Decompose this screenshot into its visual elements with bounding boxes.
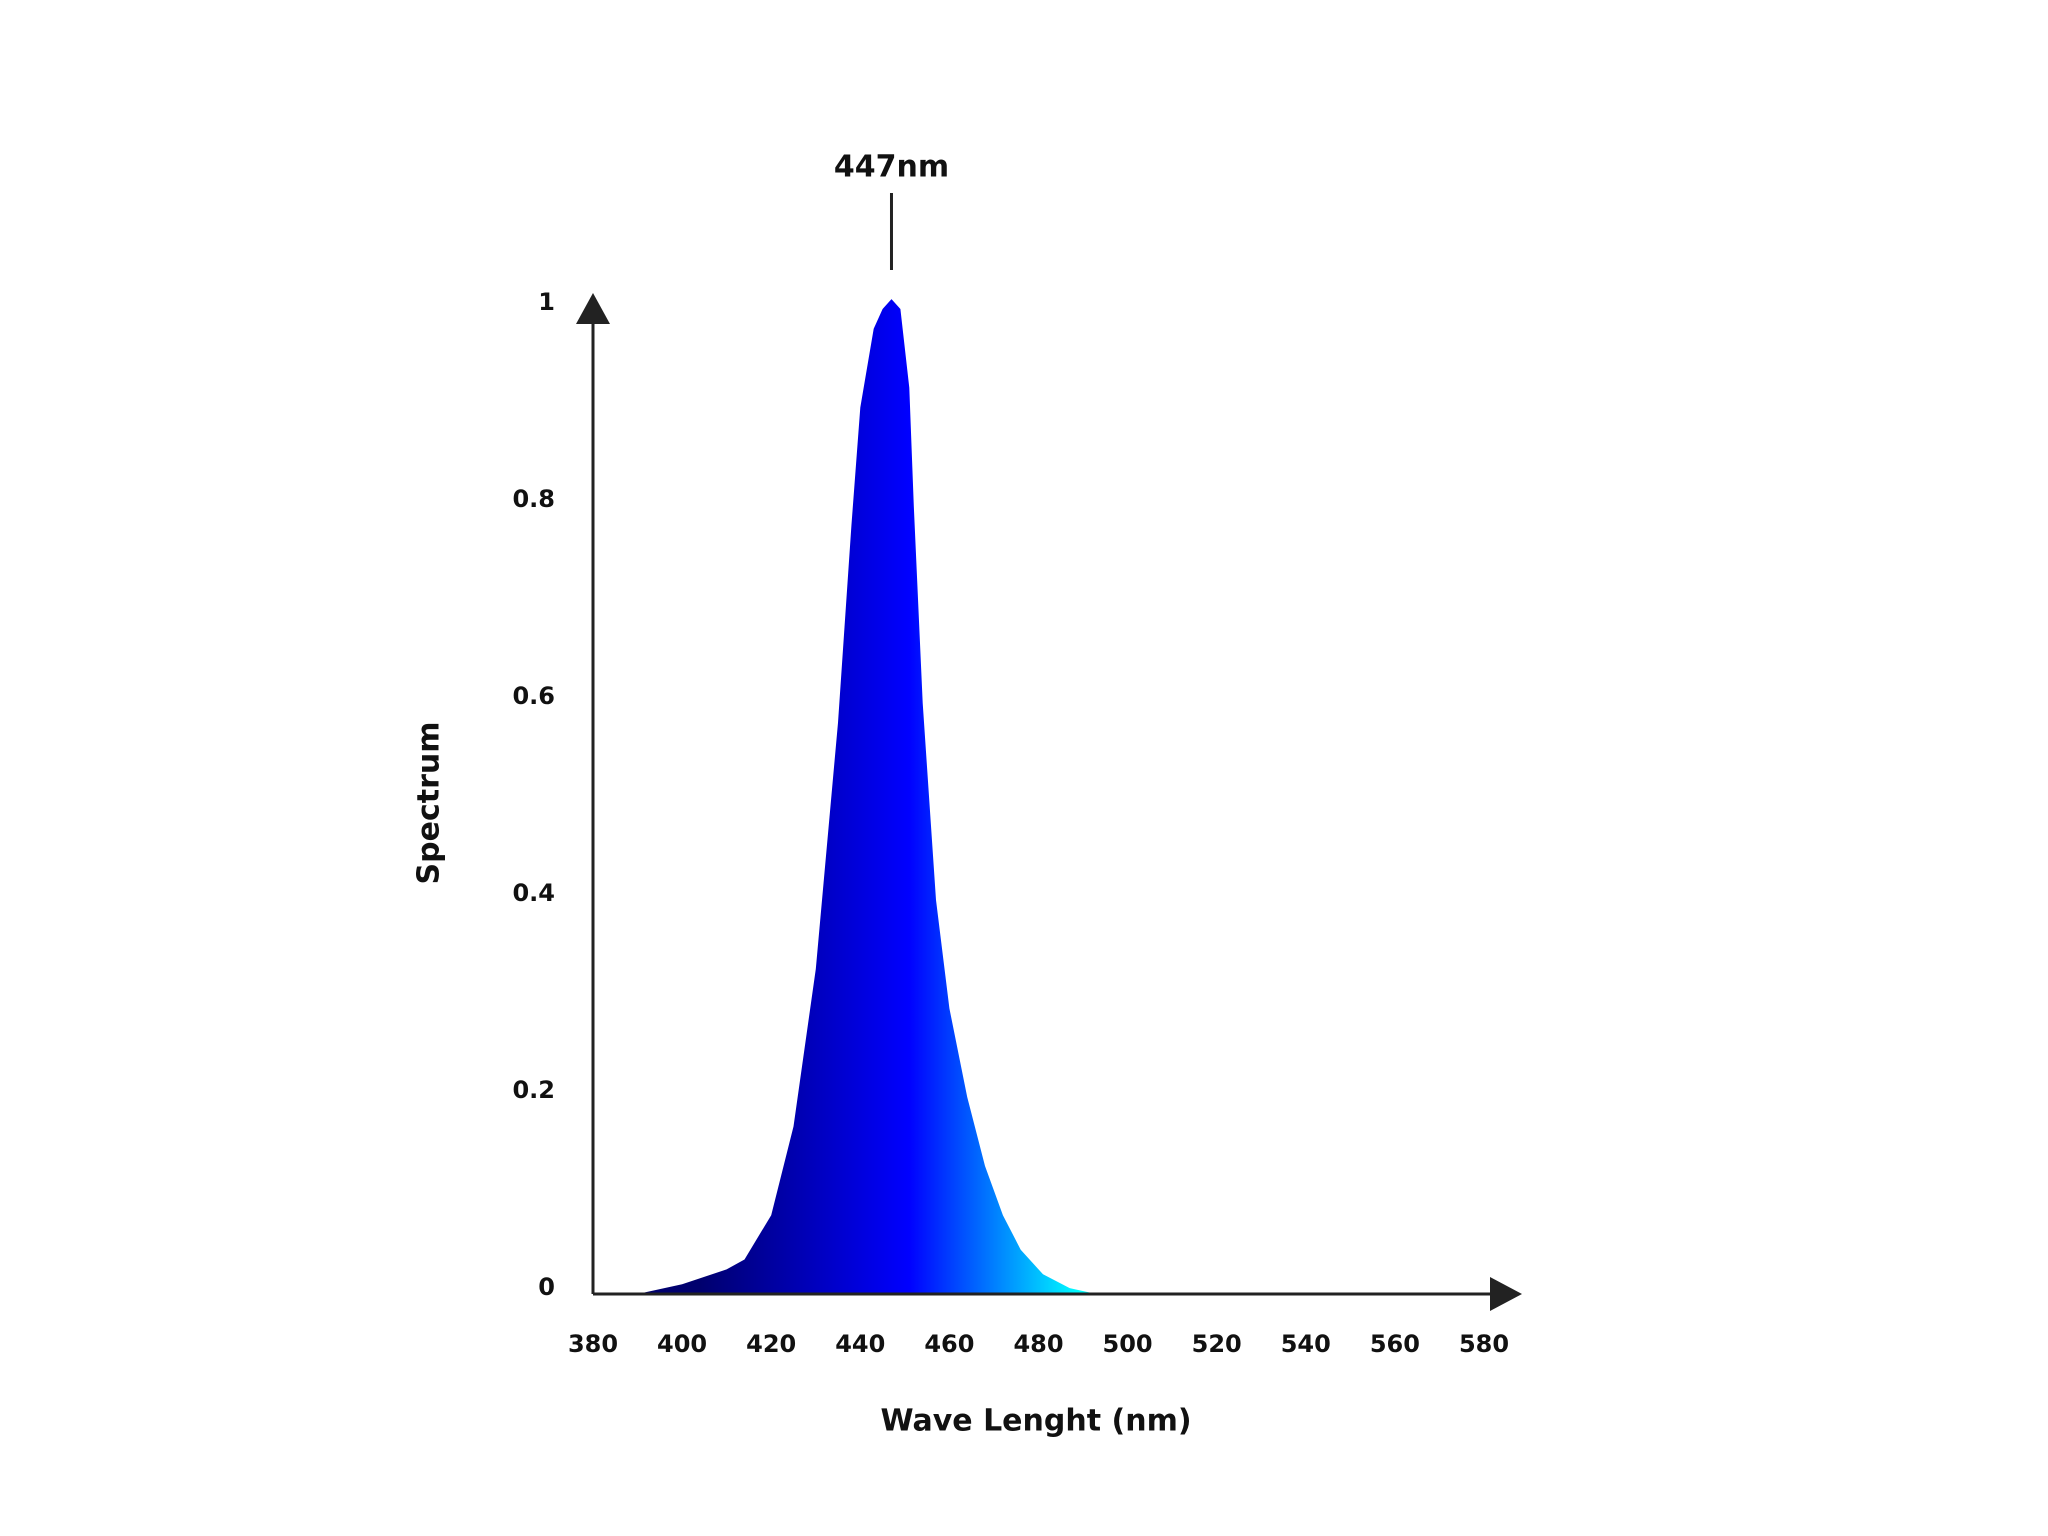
x-tick-label: 440 — [835, 1330, 885, 1358]
x-axis-arrow — [1490, 1277, 1522, 1311]
y-axis-label: Spectrum — [412, 722, 447, 885]
x-tick-label: 380 — [568, 1330, 618, 1358]
x-tick-label: 560 — [1370, 1330, 1420, 1358]
x-axis-label: Wave Lenght (nm) — [880, 1404, 1191, 1439]
x-tick-label: 580 — [1459, 1330, 1509, 1358]
x-tick-label: 520 — [1192, 1330, 1242, 1358]
y-tick-label: 0.6 — [512, 682, 555, 710]
annotation-label: 447nm — [834, 150, 949, 185]
spectrum-area — [637, 299, 1484, 1295]
x-tick-label: 460 — [924, 1330, 974, 1358]
y-tick-label: 0.2 — [512, 1076, 555, 1104]
y-tick-label: 0.4 — [512, 879, 555, 907]
y-tick-label: 1 — [538, 288, 555, 316]
y-tick-label: 0 — [538, 1273, 555, 1301]
x-tick-label: 540 — [1281, 1330, 1331, 1358]
y-tick-label: 0.8 — [512, 485, 555, 513]
x-tick-label: 400 — [657, 1330, 707, 1358]
x-tick-label: 500 — [1103, 1330, 1153, 1358]
x-tick-label: 420 — [746, 1330, 796, 1358]
x-tick-label: 480 — [1013, 1330, 1063, 1358]
y-axis-arrow — [576, 293, 610, 324]
